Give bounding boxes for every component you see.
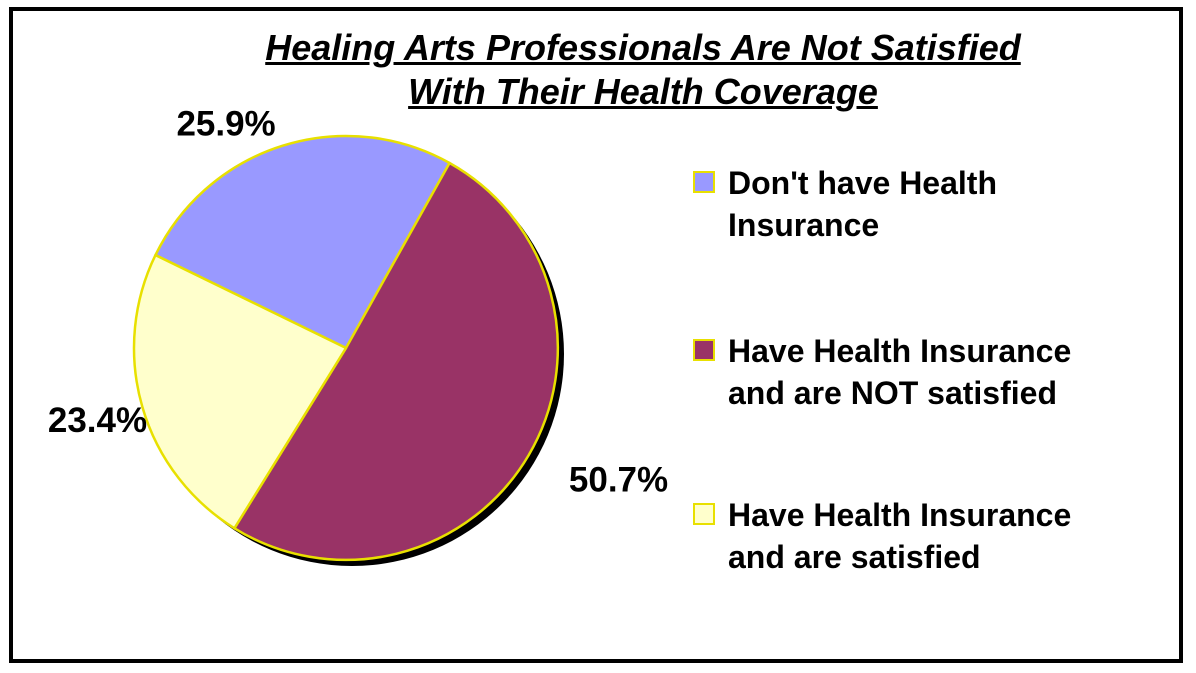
legend-label-not-satisfied-line-1: Have Health Insurance (728, 333, 1072, 369)
legend-label-no-insurance-line-2: Insurance (728, 207, 880, 243)
legend-label-satisfied-line-1: Have Health Insurance (728, 497, 1072, 533)
pie-slice-no-insurance (154, 134, 451, 350)
pie-label-satisfied: 23.4% (48, 401, 147, 440)
legend-swatch-no-insurance (693, 171, 715, 193)
chart-title-line-2: With Their Health Coverage (408, 71, 878, 112)
legend-label-no-insurance-line-1: Don't have Health (728, 165, 997, 201)
pie-slice-not-satisfied (233, 161, 560, 562)
legend-swatch-not-satisfied (693, 339, 715, 361)
pie-label-no-insurance: 25.9% (176, 104, 275, 143)
pie-slice-satisfied (132, 253, 348, 530)
chart-title: Healing Arts Professionals Are Not Satis… (0, 26, 1196, 114)
legend-label-satisfied-line-2: and are satisfied (728, 539, 981, 575)
legend-label-not-satisfied-line-2: and are NOT satisfied (728, 375, 1057, 411)
pie-label-not-satisfied: 50.7% (569, 460, 668, 499)
chart-title-line-1: Healing Arts Professionals Are Not Satis… (265, 27, 1021, 68)
legend-swatch-satisfied (693, 503, 715, 525)
